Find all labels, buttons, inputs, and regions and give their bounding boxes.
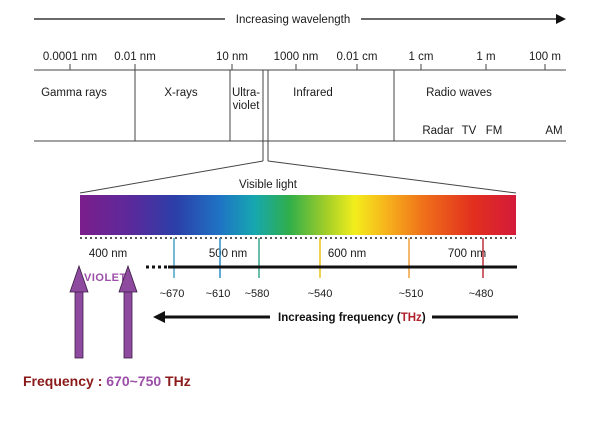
svg-text:Increasing frequency (THz): Increasing frequency (THz) [278, 312, 426, 324]
footer-value: 670~750 [106, 373, 161, 389]
band-infrared: Infrared [293, 87, 333, 99]
wavelength-arrow-label: Increasing wavelength [236, 14, 350, 26]
radio-sub-am: AM [545, 125, 562, 137]
visible-light-label: Visible light [239, 179, 298, 191]
tick-label: 1 cm [409, 51, 434, 63]
up-arrow-icon [69, 264, 89, 359]
wavelength-arrow: Increasing wavelength [34, 14, 566, 26]
tick-label: 0.0001 nm [43, 51, 97, 63]
tick-label: 0.01 nm [114, 51, 156, 63]
up-arrow-icon [118, 264, 138, 359]
nm-tick-label: 500 nm [209, 248, 247, 260]
frequency-footer: Frequency : 670~750 THz [23, 373, 191, 389]
tick-label: 100 m [529, 51, 561, 63]
thz-value: ~580 [245, 288, 270, 300]
thz-values: ~670 ~610 ~580 ~540 ~510 ~480 [160, 288, 494, 300]
visible-zoom-connector: Visible light [79, 141, 517, 194]
violet-range-arrows [69, 264, 138, 359]
nm-tick-label: 700 nm [448, 248, 486, 260]
frequency-arrow-label: Increasing frequency [278, 312, 394, 324]
thz-value: ~480 [469, 288, 494, 300]
band-x-rays: X-rays [164, 87, 197, 99]
tick-label: 1 m [476, 51, 495, 63]
frequency-arrow-unit: THz [401, 312, 422, 324]
band-ultraviolet-line1: Ultra- [232, 87, 260, 99]
nm-tick-label: 600 nm [328, 248, 366, 260]
footer-prefix: Frequency : [23, 373, 106, 389]
tick-label: 0.01 cm [337, 51, 378, 63]
arrow-left-icon [153, 311, 165, 323]
band-gamma-rays: Gamma rays [41, 87, 107, 99]
band-radio-waves: Radio waves [426, 87, 492, 99]
thz-value: ~610 [206, 288, 231, 300]
thz-value: ~670 [160, 288, 185, 300]
frequency-markers [173, 238, 484, 278]
violet-label: VIOLET [84, 272, 127, 284]
thz-value: ~510 [399, 288, 424, 300]
frequency-arrow: Increasing frequency (THz) [153, 311, 518, 324]
band-ultraviolet-line2: violet [233, 100, 261, 112]
nm-tick-label: 400 nm [89, 248, 127, 260]
radio-sub-radar: Radar [422, 125, 453, 137]
wavelength-scale: 0.0001 nm 0.01 nm 10 nm 1000 nm 0.01 cm … [34, 51, 566, 71]
visible-spectrum-bar [80, 195, 516, 235]
thz-value: ~540 [308, 288, 333, 300]
radio-sub-tv: TV [462, 125, 477, 137]
visible-nm-scale: 400 nm 500 nm 600 nm 700 nm [80, 237, 516, 260]
spectrum-bands: Gamma rays X-rays Ultra- violet Infrared… [34, 70, 566, 142]
radio-sub-fm: FM [486, 125, 503, 137]
tick-label: 10 nm [216, 51, 248, 63]
tick-label: 1000 nm [274, 51, 319, 63]
footer-unit: THz [161, 373, 191, 389]
